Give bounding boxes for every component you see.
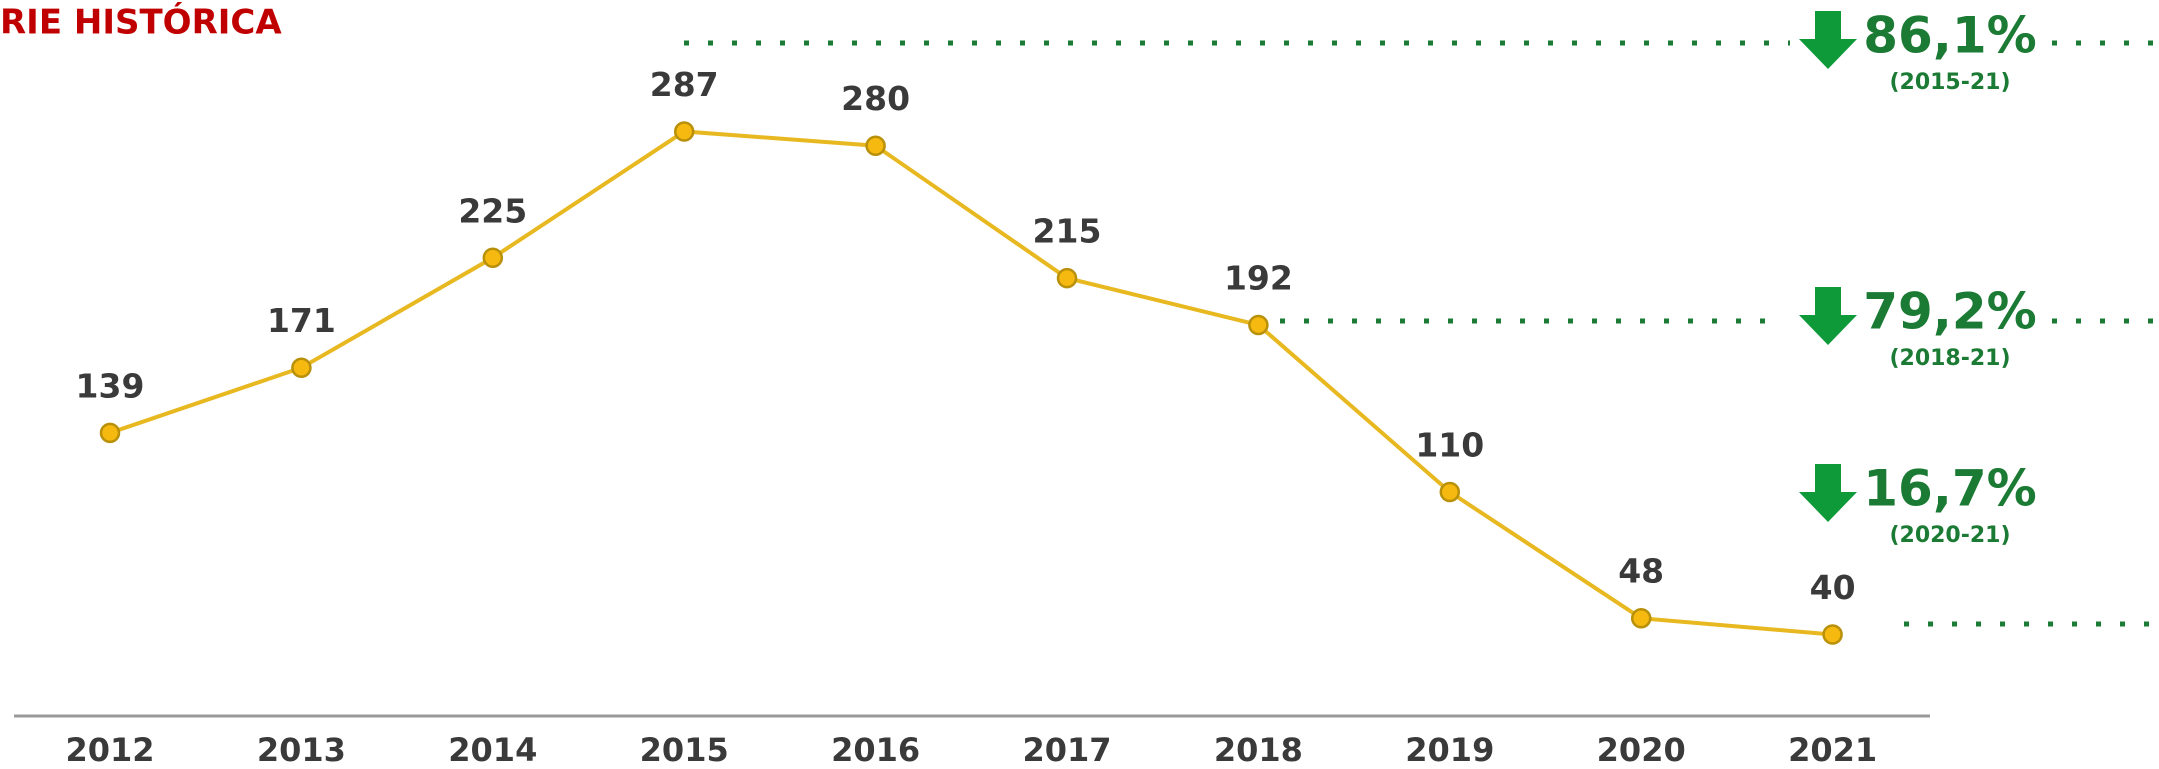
x-tick-label: 2013 xyxy=(257,731,346,769)
x-tick-label: 2021 xyxy=(1788,731,1877,769)
marker xyxy=(1056,267,1078,289)
x-tick-label: 2014 xyxy=(448,731,537,769)
x-tick-label: 2015 xyxy=(640,731,729,769)
marker xyxy=(291,357,312,378)
annotation-period: (2015-21) xyxy=(1889,70,2010,95)
marker xyxy=(1630,607,1652,629)
data-label: 171 xyxy=(267,301,336,340)
down-arrow xyxy=(1799,464,1857,522)
down-arrow xyxy=(1799,287,1857,345)
annotation-value: 16,7% xyxy=(1863,460,2036,518)
x-tick-label: 2020 xyxy=(1597,731,1686,769)
data-label: 280 xyxy=(841,79,910,118)
line xyxy=(109,129,1833,637)
data-label: 110 xyxy=(1415,425,1484,464)
x-tick-label: 2016 xyxy=(831,731,920,769)
annotation-value: 86,1% xyxy=(1863,7,2036,65)
x-tick-label: 2018 xyxy=(1214,731,1303,769)
marker xyxy=(1248,314,1269,336)
data-label: 225 xyxy=(458,191,527,230)
down-arrow xyxy=(1799,11,1857,69)
data-label: 139 xyxy=(76,366,145,405)
x-tick-label: 2012 xyxy=(65,731,154,769)
marker xyxy=(99,422,121,444)
data-label: 48 xyxy=(1618,552,1664,591)
annotation-period: (2018-21) xyxy=(1889,346,2010,371)
marker xyxy=(1822,624,1843,645)
x-tick-label: 2017 xyxy=(1022,731,1111,769)
marker xyxy=(673,121,695,142)
annotation-period: (2020-21) xyxy=(1889,523,2010,548)
data-label: 192 xyxy=(1224,258,1293,297)
x-tick-label: 2019 xyxy=(1405,731,1494,769)
chart-title: RIE HISTÓRICA xyxy=(0,2,282,43)
marker xyxy=(482,247,504,268)
marker xyxy=(1439,481,1461,503)
data-label: 215 xyxy=(1033,212,1102,251)
annotation-value: 79,2% xyxy=(1863,283,2036,341)
data-label: 287 xyxy=(650,65,719,104)
marker xyxy=(865,135,886,156)
data-label: 40 xyxy=(1810,568,1856,607)
